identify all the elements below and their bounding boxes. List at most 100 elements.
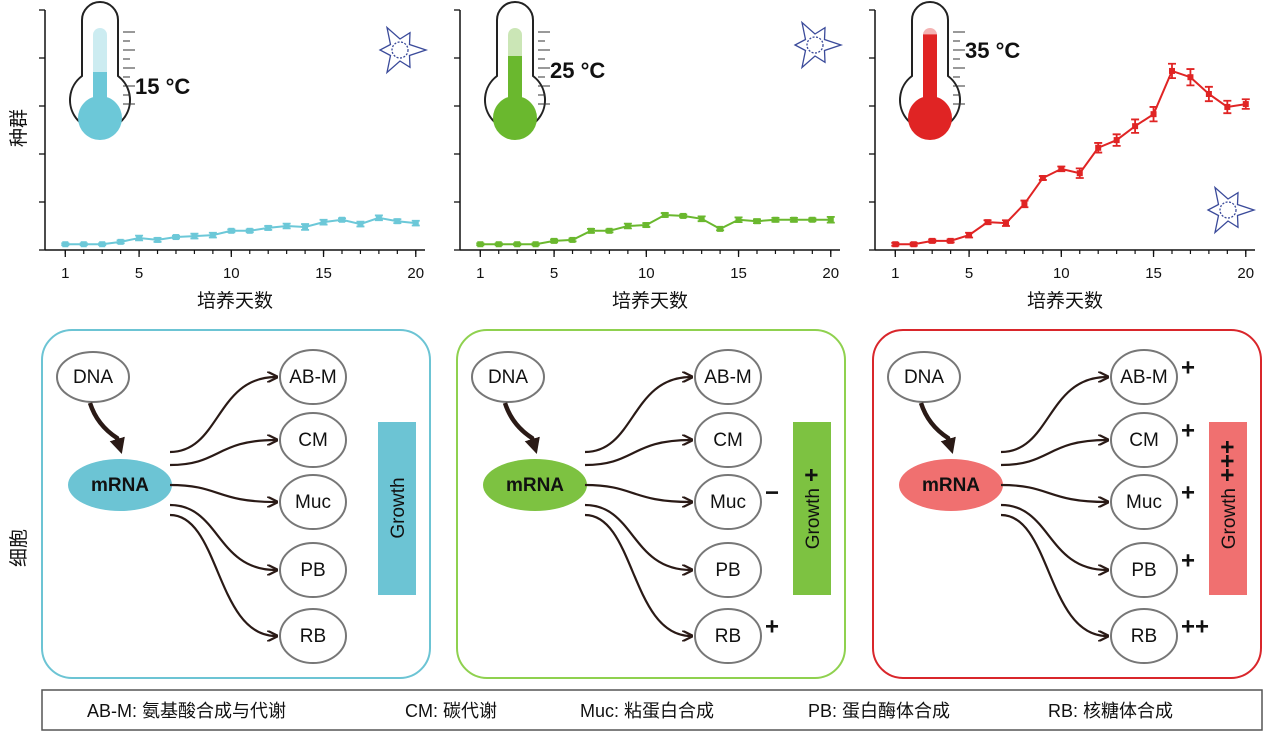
chart-title: 35 °C — [965, 38, 1020, 63]
target-label: PB — [300, 560, 325, 581]
growth-label: Growth — [388, 477, 409, 538]
x-tick-label: 1 — [476, 265, 484, 282]
mrna-label: mRNA — [506, 475, 564, 496]
target-node — [694, 474, 762, 530]
target-label: PB — [715, 560, 740, 581]
target-node — [279, 542, 347, 598]
data-point — [394, 218, 401, 225]
flow-arrow — [584, 440, 691, 467]
x-tick-label: 1 — [891, 265, 899, 282]
data-point — [62, 241, 69, 248]
y-axis-label: 种群 — [8, 109, 30, 147]
data-point — [477, 241, 484, 248]
flow-arrow — [1000, 377, 1107, 454]
data-point — [929, 237, 936, 244]
dna-label: DNA — [904, 367, 944, 388]
data-point — [154, 236, 161, 243]
data-point — [1132, 123, 1139, 130]
target-mark: + — [1181, 354, 1195, 381]
data-point — [892, 241, 899, 248]
data-point — [1187, 74, 1194, 81]
target-node — [1110, 349, 1178, 405]
dna-arrow — [918, 402, 956, 455]
cell-nucleus — [391, 41, 409, 59]
data-point — [735, 216, 742, 223]
data-point — [191, 233, 198, 240]
data-point — [772, 216, 779, 223]
target-node — [694, 608, 762, 664]
data-point — [984, 219, 991, 226]
data-point — [624, 223, 631, 229]
x-axis-label: 培养天数 — [612, 290, 688, 312]
mrna-node — [899, 459, 1003, 511]
target-mark: + — [1181, 479, 1195, 506]
data-point — [1113, 137, 1120, 144]
data-point — [753, 218, 760, 225]
target-label: CM — [1129, 430, 1159, 451]
flow-arrow — [584, 483, 691, 502]
x-tick-label: 5 — [135, 265, 143, 282]
mrna-node — [483, 459, 587, 511]
data-point — [338, 216, 345, 223]
target-label: AB-M — [289, 367, 337, 388]
legend-item: CM: 碳代谢 — [405, 701, 497, 721]
target-node — [279, 349, 347, 405]
growth-bar — [793, 422, 831, 595]
data-point — [495, 241, 502, 248]
thermometer-level — [923, 34, 937, 108]
thermometer-bulb — [908, 96, 952, 140]
mrna-node — [68, 459, 172, 511]
legend-item: Muc: 粘蛋白合成 — [580, 701, 714, 721]
target-label: PB — [1131, 560, 1156, 581]
x-tick-label: 5 — [965, 265, 973, 282]
thermometer — [69, 1, 131, 131]
data-point — [1150, 111, 1157, 118]
target-label: RB — [1131, 626, 1157, 647]
data-point — [1021, 200, 1028, 207]
flow-arrow — [169, 483, 276, 502]
thermometer-bulb — [78, 96, 122, 140]
flow-arrow — [584, 377, 691, 454]
x-tick-label: 15 — [1145, 265, 1162, 282]
growth-bar — [1209, 422, 1247, 595]
cell-icon — [1206, 185, 1257, 235]
data-point — [698, 215, 705, 222]
x-tick-label: 10 — [638, 265, 655, 282]
flow-arrow — [169, 513, 276, 636]
target-label: Muc — [295, 492, 331, 513]
x-tick-label: 10 — [1053, 265, 1070, 282]
x-tick-label: 10 — [223, 265, 240, 282]
target-mark: + — [1181, 417, 1195, 444]
x-tick-label: 1 — [61, 265, 69, 282]
target-label: Muc — [1126, 492, 1162, 513]
thermometer-level — [508, 56, 522, 108]
data-point — [1224, 103, 1231, 110]
data-point — [302, 223, 309, 230]
dna-node — [887, 351, 961, 403]
data-point — [99, 241, 106, 248]
data-point — [228, 227, 235, 234]
legend-item: RB: 核糖体合成 — [1048, 701, 1173, 721]
flow-arrow — [1000, 440, 1107, 467]
data-point — [661, 211, 668, 218]
data-point — [320, 219, 327, 226]
data-point — [1095, 144, 1102, 151]
data-point — [375, 214, 382, 221]
data-point — [551, 237, 558, 244]
flow-arrow — [169, 377, 276, 454]
x-tick-label: 5 — [550, 265, 558, 282]
diagram-box — [41, 329, 431, 679]
target-node — [279, 474, 347, 530]
target-label: Muc — [710, 492, 746, 513]
target-mark: ++ — [1181, 613, 1209, 640]
target-label: AB-M — [704, 367, 752, 388]
flow-arrow — [1000, 513, 1107, 636]
data-point — [412, 220, 419, 227]
flow-arrow — [584, 503, 691, 570]
data-point — [172, 234, 179, 241]
data-point — [532, 241, 539, 248]
data-point — [1039, 175, 1046, 181]
data-point — [1205, 91, 1212, 97]
growth-group: Growth — [388, 477, 409, 538]
x-tick-label: 20 — [407, 265, 424, 282]
